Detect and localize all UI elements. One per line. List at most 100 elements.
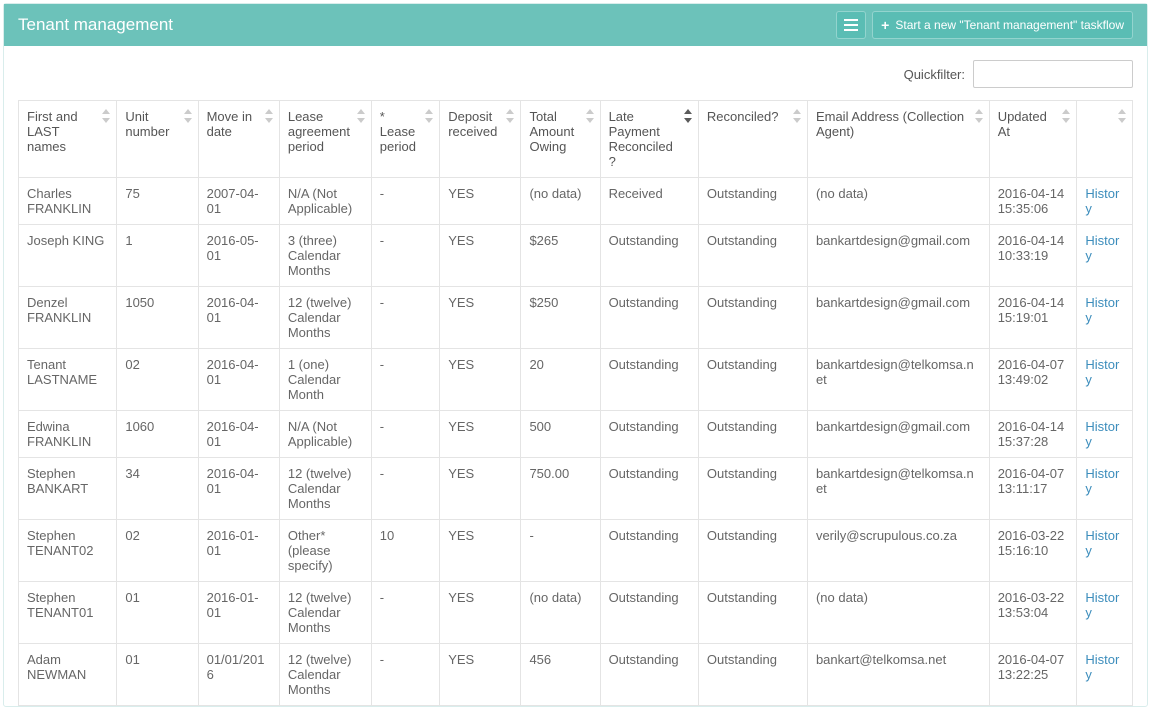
table-row: Edwina FRANKLIN10602016-04-01N/A (Not Ap… xyxy=(19,411,1133,458)
cell-reconciled: Outstanding xyxy=(698,458,807,520)
cell-owing: 750.00 xyxy=(521,458,600,520)
sort-icon xyxy=(506,109,516,123)
history-link[interactable]: History xyxy=(1085,466,1119,496)
history-link[interactable]: History xyxy=(1085,233,1119,263)
cell-history: History xyxy=(1077,225,1133,287)
list-view-button[interactable] xyxy=(836,11,866,39)
panel-body: Quickfilter: First and LAST namesUnit nu… xyxy=(4,46,1147,706)
cell-email: (no data) xyxy=(807,582,989,644)
cell-unit: 1050 xyxy=(117,287,198,349)
table-row: Tenant LASTNAME022016-04-011 (one) Calen… xyxy=(19,349,1133,411)
column-header[interactable]: Reconciled? xyxy=(698,101,807,178)
cell-updated: 2016-04-14 15:19:01 xyxy=(989,287,1077,349)
cell-owing: 20 xyxy=(521,349,600,411)
history-link[interactable]: History xyxy=(1085,419,1119,449)
cell-history: History xyxy=(1077,178,1133,225)
column-header[interactable]: Unit number xyxy=(117,101,198,178)
plus-icon: + xyxy=(881,17,889,33)
cell-lease: 1 (one) Calendar Month xyxy=(279,349,371,411)
cell-email: verily@scrupulous.co.za xyxy=(807,520,989,582)
cell-late: Outstanding xyxy=(600,349,698,411)
cell-movein: 2016-05-01 xyxy=(198,225,279,287)
history-link[interactable]: History xyxy=(1085,186,1119,216)
column-header[interactable]: First and LAST names xyxy=(19,101,117,178)
panel-title: Tenant management xyxy=(18,15,173,35)
cell-updated: 2016-03-22 13:53:04 xyxy=(989,582,1077,644)
sort-icon xyxy=(1062,109,1072,123)
column-header[interactable]: Email Address (Collection Agent) xyxy=(807,101,989,178)
cell-lease: 12 (twelve) Calendar Months xyxy=(279,582,371,644)
cell-lease: 3 (three) Calendar Months xyxy=(279,225,371,287)
cell-name: Stephen BANKART xyxy=(19,458,117,520)
cell-reconciled: Outstanding xyxy=(698,349,807,411)
cell-late: Outstanding xyxy=(600,582,698,644)
cell-updated: 2016-04-07 13:49:02 xyxy=(989,349,1077,411)
sort-icon xyxy=(425,109,435,123)
cell-movein: 2016-04-01 xyxy=(198,458,279,520)
cell-deposit: YES xyxy=(440,178,521,225)
history-link[interactable]: History xyxy=(1085,295,1119,325)
quickfilter-row: Quickfilter: xyxy=(18,60,1133,88)
cell-lease: N/A (Not Applicable) xyxy=(279,411,371,458)
sort-icon xyxy=(357,109,367,123)
header-actions: + Start a new "Tenant management" taskfl… xyxy=(836,11,1133,39)
cell-unit: 1060 xyxy=(117,411,198,458)
cell-late: Outstanding xyxy=(600,458,698,520)
column-header[interactable]: Total Amount Owing xyxy=(521,101,600,178)
cell-deposit: YES xyxy=(440,644,521,706)
sort-icon xyxy=(102,109,112,123)
cell-history: History xyxy=(1077,287,1133,349)
cell-late: Received xyxy=(600,178,698,225)
list-icon xyxy=(844,19,858,31)
sort-icon xyxy=(184,109,194,123)
cell-name: Stephen TENANT01 xyxy=(19,582,117,644)
history-link[interactable]: History xyxy=(1085,590,1119,620)
sort-icon xyxy=(1118,109,1128,123)
cell-owing: 500 xyxy=(521,411,600,458)
cell-updated: 2016-03-22 15:16:10 xyxy=(989,520,1077,582)
table-row: Adam NEWMAN0101/01/201612 (twelve) Calen… xyxy=(19,644,1133,706)
cell-history: History xyxy=(1077,411,1133,458)
cell-reconciled: Outstanding xyxy=(698,178,807,225)
column-header[interactable]: Deposit received xyxy=(440,101,521,178)
table-row: Joseph KING12016-05-013 (three) Calendar… xyxy=(19,225,1133,287)
column-header[interactable]: Lease agreement period xyxy=(279,101,371,178)
cell-name: Stephen TENANT02 xyxy=(19,520,117,582)
column-header[interactable]: Updated At xyxy=(989,101,1077,178)
cell-name: Edwina FRANKLIN xyxy=(19,411,117,458)
cell-name: Charles FRANKLIN xyxy=(19,178,117,225)
cell-movein: 2007-04-01 xyxy=(198,178,279,225)
table-row: Stephen BANKART342016-04-0112 (twelve) C… xyxy=(19,458,1133,520)
cell-lease: Other* (please specify) xyxy=(279,520,371,582)
sort-icon xyxy=(975,109,985,123)
cell-owing: 456 xyxy=(521,644,600,706)
cell-deposit: YES xyxy=(440,411,521,458)
history-link[interactable]: History xyxy=(1085,357,1119,387)
cell-deposit: YES xyxy=(440,287,521,349)
cell-late: Outstanding xyxy=(600,411,698,458)
cell-unit: 75 xyxy=(117,178,198,225)
cell-deposit: YES xyxy=(440,458,521,520)
cell-updated: 2016-04-07 13:22:25 xyxy=(989,644,1077,706)
column-header[interactable] xyxy=(1077,101,1133,178)
cell-movein: 2016-01-01 xyxy=(198,520,279,582)
history-link[interactable]: History xyxy=(1085,528,1119,558)
cell-lease: N/A (Not Applicable) xyxy=(279,178,371,225)
column-header[interactable]: Late Payment Reconciled? xyxy=(600,101,698,178)
cell-unit: 01 xyxy=(117,644,198,706)
start-taskflow-label: Start a new "Tenant management" taskflow xyxy=(895,18,1124,32)
cell-deposit: YES xyxy=(440,225,521,287)
cell-history: History xyxy=(1077,520,1133,582)
history-link[interactable]: History xyxy=(1085,652,1119,682)
start-taskflow-button[interactable]: + Start a new "Tenant management" taskfl… xyxy=(872,11,1133,39)
table-row: Charles FRANKLIN752007-04-01N/A (Not App… xyxy=(19,178,1133,225)
column-header[interactable]: * Lease period xyxy=(371,101,439,178)
cell-leaseperiod: - xyxy=(371,178,439,225)
cell-lease: 12 (twelve) Calendar Months xyxy=(279,287,371,349)
cell-owing: (no data) xyxy=(521,178,600,225)
cell-movein: 01/01/2016 xyxy=(198,644,279,706)
quickfilter-input[interactable] xyxy=(973,60,1133,88)
column-header[interactable]: Move in date xyxy=(198,101,279,178)
cell-movein: 2016-04-01 xyxy=(198,411,279,458)
cell-leaseperiod: - xyxy=(371,225,439,287)
